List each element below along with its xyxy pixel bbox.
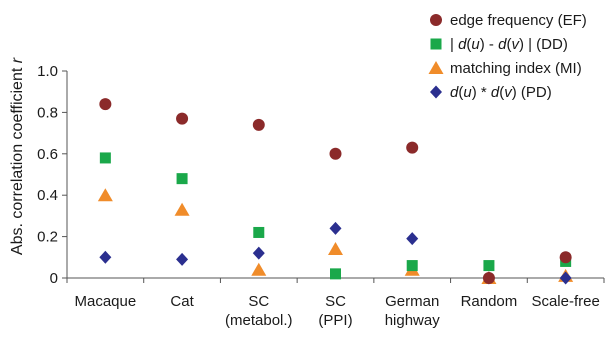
x-category-label: Scale-free — [531, 293, 599, 310]
y-tick-label: 0.2 — [37, 229, 58, 246]
data-point-pd — [176, 252, 189, 266]
data-point-pd — [329, 221, 342, 235]
legend-marker-mi — [428, 61, 444, 74]
data-points — [97, 98, 574, 285]
data-point-ef — [252, 118, 265, 131]
y-tick-label: 1.0 — [37, 63, 58, 80]
x-category-label: Cat — [170, 293, 194, 310]
data-point-ef — [406, 141, 419, 154]
legend-label-mi: matching index (MI) — [450, 60, 582, 77]
data-point-mi — [174, 202, 190, 216]
y-tick-label: 0.6 — [37, 146, 58, 163]
data-point-ef — [176, 112, 189, 125]
data-point-pd — [406, 232, 419, 246]
legend-marker-dd — [430, 38, 442, 50]
x-category-labels: Macaque Cat SC (metabol.) SC (PPI) German highw… — [74, 293, 599, 329]
data-point-dd — [176, 173, 188, 185]
data-point-pd — [252, 246, 265, 260]
legend-label-pd: d(u) * d(v) (PD) — [450, 84, 552, 101]
data-point-dd — [406, 260, 418, 272]
x-category-label: (PPI) — [318, 312, 352, 329]
data-point-dd — [253, 226, 265, 238]
y-axis-label-group: Abs. correlation coefficient r — [9, 57, 26, 255]
data-point-mi — [328, 242, 343, 256]
data-point-pd — [99, 250, 112, 264]
x-category-label: German — [385, 293, 439, 310]
data-point-pd — [559, 271, 572, 285]
legend-marker-ef — [430, 14, 442, 26]
data-point-ef — [329, 147, 342, 160]
x-category-label: SC — [248, 293, 269, 310]
y-tick-label: 0 — [50, 270, 58, 287]
x-category-label: highway — [385, 312, 441, 329]
y-tick-label: 0.4 — [37, 187, 58, 204]
legend: edge frequency (EF) | d(u) - d(v) | (DD) m… — [428, 12, 587, 101]
legend-label-ef: edge frequency (EF) — [450, 12, 587, 29]
data-point-ef — [482, 272, 495, 284]
y-tick-labels: 0 0.2 0.4 0.6 0.8 1.0 — [37, 63, 58, 287]
x-category-label: Random — [461, 293, 518, 310]
data-point-ef — [559, 251, 572, 264]
data-point-mi — [251, 262, 267, 276]
x-category-label: (metabol.) — [225, 312, 293, 329]
x-category-label: Macaque — [74, 293, 136, 310]
data-point-dd — [483, 260, 495, 272]
x-category-label: SC — [325, 293, 346, 310]
legend-label-dd: | d(u) - d(v) | (DD) — [450, 36, 568, 53]
data-point-mi — [97, 188, 113, 202]
data-point-dd — [99, 152, 111, 164]
data-point-dd — [330, 268, 341, 280]
data-point-ef — [99, 98, 112, 111]
y-axis-label: Abs. correlation coefficient r — [9, 57, 26, 255]
legend-marker-pd — [430, 85, 442, 99]
y-tick-label: 0.8 — [37, 104, 58, 121]
